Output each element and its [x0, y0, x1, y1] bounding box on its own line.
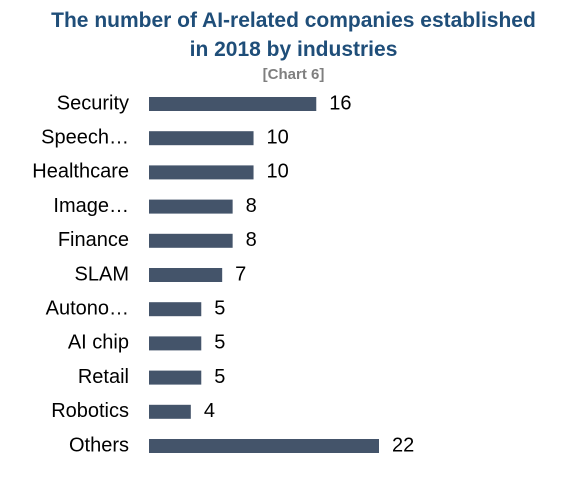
y-tick-label: AI chip: [68, 332, 129, 354]
bar: [149, 370, 202, 385]
bar: [149, 439, 379, 453]
chart-subtitle: [Chart 6]: [262, 66, 325, 83]
bar: [149, 165, 254, 180]
y-tick-label: Robotics: [51, 400, 129, 422]
data-label: 5: [214, 297, 225, 319]
data-label: 7: [235, 263, 246, 285]
bar: [149, 131, 254, 146]
y-tick-label: Healthcare: [32, 161, 129, 183]
y-tick-label: Security: [57, 92, 129, 114]
data-label: 5: [214, 332, 225, 354]
data-label: 8: [246, 195, 257, 217]
y-tick-label: Finance: [58, 229, 129, 251]
y-tick-label: Speech…: [41, 126, 129, 148]
bar: [149, 302, 202, 317]
bar: [149, 199, 233, 214]
bar: [149, 233, 233, 248]
y-tick-label: SLAM: [75, 263, 129, 285]
data-label: 10: [267, 126, 289, 148]
bar: [149, 404, 191, 419]
bar: [149, 336, 202, 351]
data-label: 22: [392, 434, 414, 456]
data-label: 5: [214, 366, 225, 388]
chart-title: The number of AI-related companies estab…: [51, 9, 536, 61]
data-label: 4: [204, 400, 215, 422]
y-tick-label: Image…: [53, 195, 129, 217]
data-label: 10: [267, 161, 289, 183]
y-tick-label: Retail: [78, 366, 129, 388]
y-tick-label: Autono…: [46, 297, 129, 319]
data-label: 8: [246, 229, 257, 251]
data-label: 16: [329, 92, 351, 114]
bar: [149, 268, 223, 282]
bar: [149, 97, 317, 111]
y-tick-label: Others: [69, 434, 129, 456]
